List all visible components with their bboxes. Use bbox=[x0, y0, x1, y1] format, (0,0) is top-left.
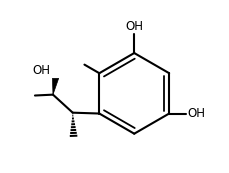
Text: OH: OH bbox=[32, 64, 50, 77]
Text: OH: OH bbox=[125, 20, 143, 33]
Polygon shape bbox=[52, 78, 59, 95]
Text: OH: OH bbox=[187, 107, 205, 120]
